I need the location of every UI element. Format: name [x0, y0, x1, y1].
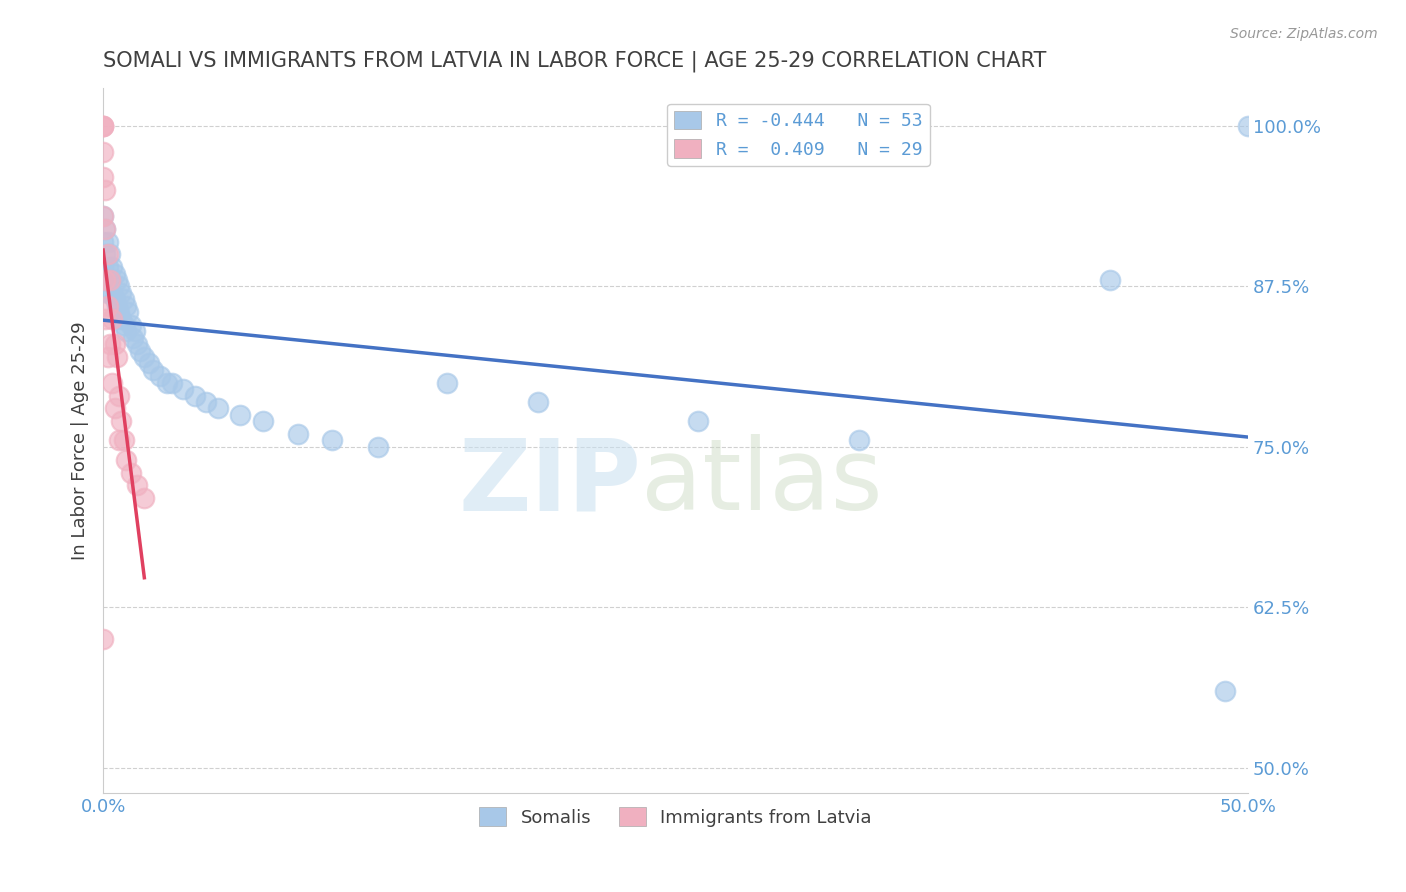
Point	[229, 408, 252, 422]
Point	[91, 260, 114, 275]
Point	[108, 305, 131, 319]
Point	[115, 299, 138, 313]
Point	[91, 632, 114, 647]
Point	[97, 350, 120, 364]
Point	[91, 145, 114, 159]
Point	[103, 401, 125, 416]
Point	[97, 247, 120, 261]
Point	[110, 285, 132, 300]
Point	[110, 414, 132, 428]
Point	[127, 337, 149, 351]
Text: atlas: atlas	[641, 434, 883, 532]
Point	[91, 235, 114, 249]
Point	[156, 376, 179, 390]
Point	[101, 311, 124, 326]
Point	[183, 388, 205, 402]
Point	[94, 221, 117, 235]
Point	[117, 305, 139, 319]
Point	[94, 311, 117, 326]
Point	[112, 434, 135, 448]
Y-axis label: In Labor Force | Age 25-29: In Labor Force | Age 25-29	[72, 321, 89, 560]
Text: ZIP: ZIP	[458, 434, 641, 532]
Point	[105, 273, 128, 287]
Point	[124, 324, 146, 338]
Point	[108, 388, 131, 402]
Point	[138, 356, 160, 370]
Point	[688, 414, 710, 428]
Point	[120, 466, 142, 480]
Point	[122, 331, 145, 345]
Point	[94, 183, 117, 197]
Point	[195, 395, 218, 409]
Point	[103, 292, 125, 306]
Point	[108, 279, 131, 293]
Point	[98, 273, 121, 287]
Point	[94, 247, 117, 261]
Point	[101, 376, 124, 390]
Point	[108, 434, 131, 448]
Point	[97, 235, 120, 249]
Point	[101, 285, 124, 300]
Point	[848, 434, 870, 448]
Point	[115, 324, 138, 338]
Point	[120, 318, 142, 332]
Point	[98, 273, 121, 287]
Point	[91, 209, 114, 223]
Point	[97, 260, 120, 275]
Point	[97, 299, 120, 313]
Point	[149, 369, 172, 384]
Point	[105, 350, 128, 364]
Text: SOMALI VS IMMIGRANTS FROM LATVIA IN LABOR FORCE | AGE 25-29 CORRELATION CHART: SOMALI VS IMMIGRANTS FROM LATVIA IN LABO…	[103, 51, 1046, 72]
Point	[115, 452, 138, 467]
Point	[101, 260, 124, 275]
Point	[1099, 273, 1122, 287]
Point	[94, 221, 117, 235]
Point	[1237, 119, 1260, 133]
Point	[1213, 683, 1236, 698]
Point	[527, 395, 550, 409]
Point	[110, 311, 132, 326]
Point	[91, 119, 114, 133]
Point	[134, 350, 156, 364]
Point	[91, 170, 114, 185]
Point	[91, 119, 114, 133]
Point	[103, 337, 125, 351]
Point	[94, 273, 117, 287]
Point	[142, 363, 165, 377]
Point	[134, 491, 156, 505]
Point	[287, 427, 309, 442]
Text: Source: ZipAtlas.com: Source: ZipAtlas.com	[1230, 27, 1378, 41]
Point	[97, 285, 120, 300]
Point	[367, 440, 389, 454]
Point	[160, 376, 183, 390]
Point	[321, 434, 343, 448]
Point	[112, 318, 135, 332]
Point	[91, 119, 114, 133]
Legend: Somalis, Immigrants from Latvia: Somalis, Immigrants from Latvia	[472, 800, 879, 834]
Point	[252, 414, 274, 428]
Point	[112, 292, 135, 306]
Point	[207, 401, 229, 416]
Point	[172, 382, 194, 396]
Point	[105, 299, 128, 313]
Point	[127, 478, 149, 492]
Point	[436, 376, 458, 390]
Point	[98, 247, 121, 261]
Point	[94, 273, 117, 287]
Point	[128, 343, 150, 358]
Point	[91, 209, 114, 223]
Point	[103, 267, 125, 281]
Point	[98, 337, 121, 351]
